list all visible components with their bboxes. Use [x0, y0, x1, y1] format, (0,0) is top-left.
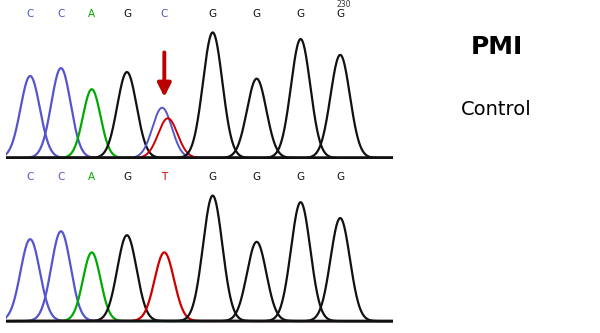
Text: G: G	[296, 9, 305, 19]
Text: C: C	[57, 172, 65, 182]
Text: T: T	[161, 172, 167, 182]
Text: C: C	[161, 9, 168, 19]
Text: C: C	[57, 9, 65, 19]
Text: G: G	[209, 9, 217, 19]
Text: PMI: PMI	[470, 35, 523, 59]
Text: G: G	[253, 172, 261, 182]
Text: A: A	[88, 9, 95, 19]
Text: G: G	[336, 9, 344, 19]
Text: G: G	[336, 172, 344, 182]
Text: G: G	[253, 9, 261, 19]
Text: Control: Control	[461, 100, 532, 120]
Text: G: G	[123, 9, 131, 19]
Text: C: C	[26, 9, 34, 19]
Text: G: G	[296, 172, 305, 182]
Text: 230: 230	[337, 0, 351, 9]
Text: A: A	[88, 172, 95, 182]
Text: G: G	[123, 172, 131, 182]
Text: C: C	[26, 172, 34, 182]
Text: G: G	[209, 172, 217, 182]
